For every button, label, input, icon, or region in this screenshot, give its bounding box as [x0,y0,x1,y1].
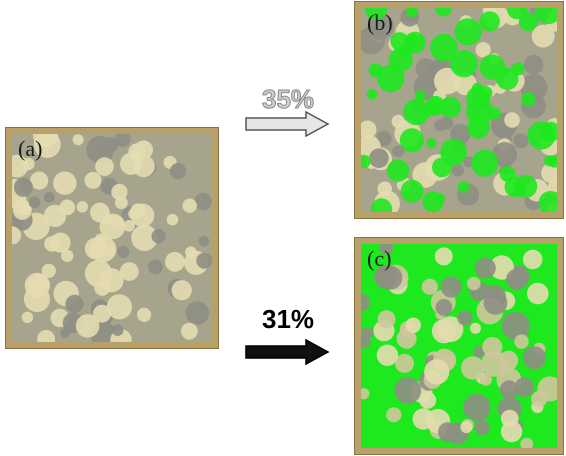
droplet-pattern-a [12,134,212,342]
bottom-percent-label: 31% [262,304,315,334]
image-panel-c: (c) [355,238,563,454]
panel-label-b: (b) [367,10,393,35]
arrow-right-dark-icon [245,338,330,366]
droplet-pattern-b [361,8,557,212]
top-percent-label: 35% [261,84,315,115]
arrow-right-light-icon [245,110,330,138]
panel-label-c: (c) [367,246,392,271]
droplet-pattern-c [361,244,557,448]
image-panel-a: (a) [6,128,218,348]
image-panel-b: (b) [355,2,563,218]
panel-label-a: (a) [18,136,43,161]
